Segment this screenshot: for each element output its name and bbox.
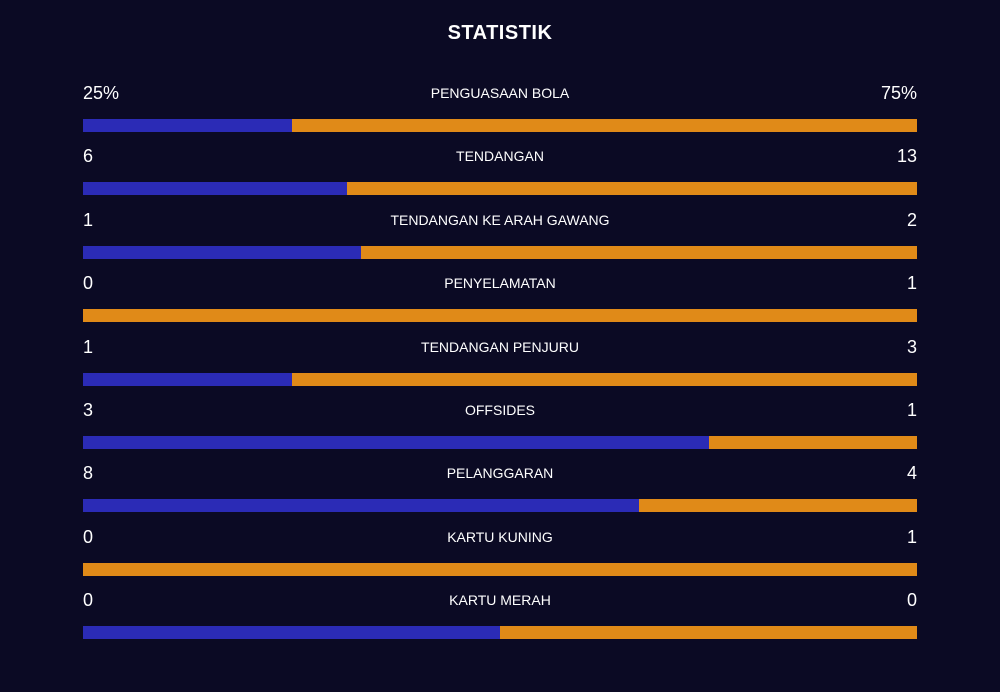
stat-row-red-cards: 0 KARTU MERAH 0 — [83, 587, 917, 650]
stat-label: KARTU KUNING — [447, 528, 553, 545]
stat-row-saves: 0 PENYELAMATAN 1 — [83, 270, 917, 333]
away-bar-fill — [83, 562, 917, 576]
home-value: 0 — [83, 590, 94, 611]
away-value: 75% — [880, 83, 917, 103]
away-value: 1 — [906, 399, 917, 420]
stat-label: TENDANGAN PENJURU — [421, 338, 579, 355]
away-bar-fill — [291, 372, 917, 386]
stat-row-offsides: 3 OFFSIDES 1 — [83, 397, 917, 460]
stat-bar — [83, 499, 917, 513]
away-value: 0 — [906, 590, 917, 611]
away-value: 2 — [906, 209, 917, 230]
stat-label: PELANGGARAN — [446, 465, 554, 482]
stat-label: KARTU MERAH — [449, 592, 551, 609]
home-value: 6 — [83, 146, 94, 167]
stat-bar — [83, 626, 917, 640]
stat-bar — [83, 245, 917, 259]
home-value: 8 — [83, 463, 94, 484]
stat-bar — [83, 435, 917, 449]
home-value: 1 — [83, 209, 94, 230]
home-bar-fill — [83, 245, 361, 259]
stat-label: PENYELAMATAN — [444, 275, 556, 292]
away-value: 13 — [896, 146, 917, 167]
away-bar-fill — [83, 309, 917, 323]
home-value: 0 — [83, 273, 94, 294]
stat-row-yellow-cards: 0 KARTU KUNING 1 — [83, 524, 917, 587]
away-bar-fill — [500, 626, 917, 640]
stat-bar — [83, 562, 917, 576]
away-bar-fill — [360, 245, 917, 259]
stat-label: PENGUASAAN BOLA — [430, 85, 570, 101]
stat-label: OFFSIDES — [464, 401, 535, 418]
away-bar-fill — [291, 119, 917, 132]
stat-label: TENDANGAN — [456, 148, 544, 165]
home-value: 25% — [83, 83, 120, 103]
away-value: 4 — [906, 463, 917, 484]
home-value: 0 — [83, 526, 94, 547]
away-value: 1 — [906, 526, 917, 547]
home-bar-fill — [83, 372, 292, 386]
stat-bar — [83, 309, 917, 323]
stat-row-fouls: 8 PELANGGARAN 4 — [83, 460, 917, 523]
stat-row-corners: 1 TENDANGAN PENJURU 3 — [83, 334, 917, 397]
stat-bar — [83, 119, 917, 132]
home-bar-fill — [83, 499, 640, 513]
away-value: 1 — [906, 273, 917, 294]
home-value: 3 — [83, 399, 94, 420]
stat-row-shots-on-target: 1 TENDANGAN KE ARAH GAWANG 2 — [83, 207, 917, 270]
home-bar-fill — [83, 182, 347, 196]
stat-row-shots: 6 TENDANGAN 13 — [83, 143, 917, 206]
page-title: STATISTIK — [447, 22, 553, 44]
stats-list: 25% PENGUASAAN BOLA 75% 6 TENDANGAN 13 1… — [83, 80, 917, 651]
away-value: 3 — [906, 336, 917, 357]
away-bar-fill — [346, 182, 917, 196]
away-bar-fill — [639, 499, 917, 513]
stat-bar — [83, 182, 917, 196]
home-bar-fill — [83, 435, 709, 449]
away-bar-fill — [708, 435, 917, 449]
stat-bar — [83, 372, 917, 386]
home-bar-fill — [83, 119, 292, 132]
stat-label: TENDANGAN KE ARAH GAWANG — [390, 211, 610, 228]
home-value: 1 — [83, 336, 94, 357]
home-bar-fill — [83, 626, 500, 640]
stat-row-possession: 25% PENGUASAAN BOLA 75% — [83, 80, 917, 143]
